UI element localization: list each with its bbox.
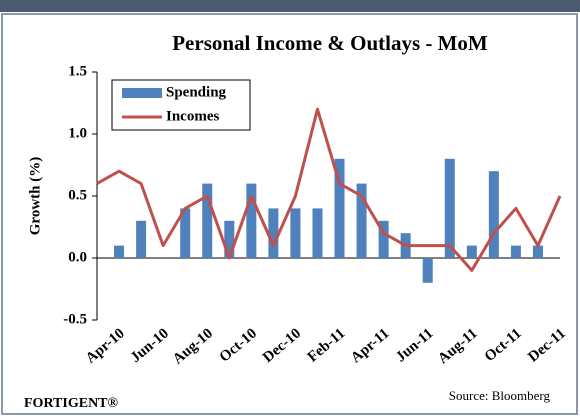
y-tick-label: -0.5	[63, 311, 87, 327]
bar	[136, 220, 147, 258]
line	[96, 107, 562, 272]
bar	[510, 245, 521, 258]
bar	[488, 171, 499, 258]
legend-swatch	[122, 88, 162, 98]
bar	[532, 245, 543, 258]
legend-label: Spending	[166, 84, 227, 100]
bar	[334, 158, 345, 258]
bar	[246, 183, 257, 258]
bar	[180, 208, 191, 258]
y-tick-label: 1.5	[68, 63, 87, 79]
source: Source: Bloomberg	[449, 388, 551, 403]
bar	[312, 208, 323, 258]
legend-label: Incomes	[166, 108, 219, 124]
y-tick-label: 0.5	[68, 187, 87, 203]
panel	[1, 13, 578, 415]
bar	[356, 183, 367, 258]
bar	[114, 245, 125, 258]
bar	[290, 208, 301, 258]
header-bar	[0, 0, 580, 12]
bar	[422, 258, 433, 283]
bar	[378, 220, 389, 258]
chart-title: Personal Income & Outlays - MoM	[172, 31, 488, 55]
bar	[224, 220, 235, 258]
y-tick-label: 1.0	[68, 125, 87, 141]
y-tick-label: 0.0	[68, 249, 87, 265]
bar	[202, 183, 213, 258]
bar	[466, 245, 477, 258]
bar	[444, 158, 455, 258]
y-axis-label: Growth (%)	[27, 157, 43, 235]
bar	[268, 208, 279, 258]
footer: FORTIGENT®	[24, 396, 119, 411]
